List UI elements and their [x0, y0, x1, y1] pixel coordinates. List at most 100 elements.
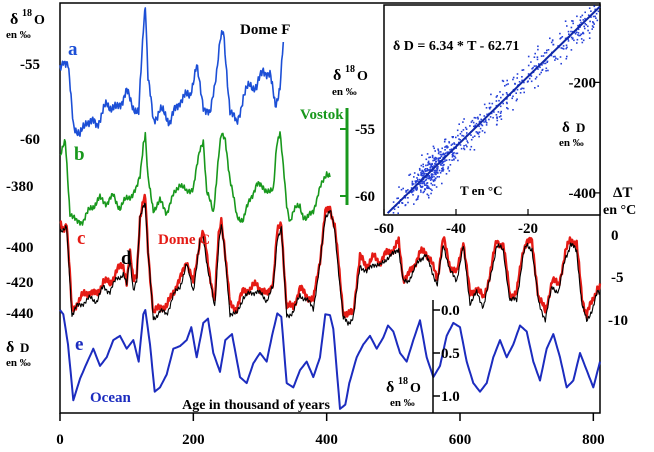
inset-point	[434, 169, 437, 172]
inset-point	[408, 174, 410, 176]
inset-point	[577, 34, 579, 36]
inset-point	[426, 186, 428, 188]
inset-point	[489, 106, 492, 109]
inset-point	[534, 52, 536, 55]
inset-point	[437, 159, 440, 162]
inset-point	[452, 152, 455, 155]
inset-point	[483, 103, 486, 106]
inset-point	[552, 43, 555, 46]
x-tick-label: 400	[315, 432, 338, 448]
inset-point	[414, 182, 417, 184]
inset-point	[417, 195, 420, 197]
inset-point	[440, 164, 442, 166]
inset-point	[424, 179, 427, 182]
inset-point	[463, 147, 465, 150]
inset-point	[469, 148, 472, 151]
inset-point	[451, 143, 454, 145]
inset-point	[495, 124, 498, 126]
inset-point	[445, 173, 448, 175]
inset-point	[578, 23, 581, 26]
inset-point	[496, 119, 499, 122]
inset-point	[473, 135, 476, 137]
inset-point	[533, 56, 536, 58]
inset-point	[404, 197, 407, 199]
inset-point	[582, 32, 585, 35]
inset-point	[410, 191, 413, 194]
inset-point	[448, 170, 451, 172]
inset-point	[489, 116, 492, 118]
inset-point	[421, 185, 424, 188]
inset-point	[444, 149, 446, 151]
inset-point	[431, 176, 433, 178]
inset-point	[462, 121, 464, 123]
inset-point	[478, 125, 480, 128]
inset-point	[478, 131, 481, 133]
inset-point	[428, 169, 430, 171]
inset-point	[541, 64, 543, 66]
inset-point	[490, 112, 493, 115]
inset-point	[555, 57, 557, 60]
inset-point	[400, 188, 403, 191]
inset-point	[570, 30, 572, 33]
inset-point	[428, 187, 430, 190]
inset-point	[477, 133, 480, 135]
inset-point	[536, 56, 539, 58]
inset-point	[597, 10, 600, 13]
inset-point	[477, 118, 479, 120]
inset-point	[576, 15, 578, 18]
inset-point	[572, 22, 574, 25]
inset-point	[430, 163, 432, 166]
inset-point	[410, 187, 413, 189]
inset-point	[506, 93, 509, 96]
inset-point	[495, 96, 498, 98]
inset-point	[430, 178, 433, 180]
inset-point	[441, 153, 444, 156]
inset-point	[421, 154, 423, 156]
inset-point	[432, 159, 434, 162]
ocean-tick: 0.0	[441, 303, 460, 319]
inset-regression-line	[386, 5, 601, 214]
inset-point	[499, 112, 502, 114]
inset-point	[584, 22, 586, 25]
inset-point	[502, 93, 504, 96]
inset-point	[428, 169, 431, 171]
inset-point	[570, 36, 573, 39]
inset-point	[424, 184, 426, 186]
inset-point	[426, 168, 429, 171]
inset-point	[412, 189, 415, 192]
inset-point	[475, 131, 478, 133]
inset-point	[592, 21, 595, 24]
inset-point	[456, 152, 459, 155]
inset-point	[595, 17, 597, 19]
dd-unit-letter: D	[20, 340, 29, 355]
inset-point	[453, 158, 455, 160]
inset-point	[502, 102, 504, 105]
left-unit-letter: O	[34, 13, 45, 28]
inset-point	[426, 164, 429, 166]
inset-point	[592, 15, 595, 18]
inset-point	[460, 147, 463, 150]
inset-point	[433, 175, 435, 178]
inset-point	[567, 38, 569, 40]
inset-point	[433, 178, 436, 181]
inset-point	[455, 136, 457, 139]
inset-x-ticks: -60 -40 -20	[374, 209, 538, 237]
inset-point	[460, 130, 463, 133]
inset-point	[500, 115, 502, 117]
inset-point	[446, 151, 449, 153]
inset-point	[559, 37, 561, 40]
inset-point	[537, 45, 539, 48]
inset-point	[521, 69, 524, 71]
inset-point	[405, 191, 407, 193]
ocean-label: Ocean	[90, 390, 131, 406]
dome-c-label: Dome C	[158, 232, 210, 248]
inset-point	[501, 79, 504, 82]
inset-point	[418, 183, 420, 185]
inset-point	[495, 100, 498, 102]
inset-point	[579, 34, 582, 37]
inset-point	[485, 124, 488, 126]
inset-point	[419, 182, 422, 185]
inset-point	[580, 21, 582, 24]
x-axis-label: Age in thousand of years	[182, 398, 330, 413]
inset-point	[531, 67, 533, 70]
